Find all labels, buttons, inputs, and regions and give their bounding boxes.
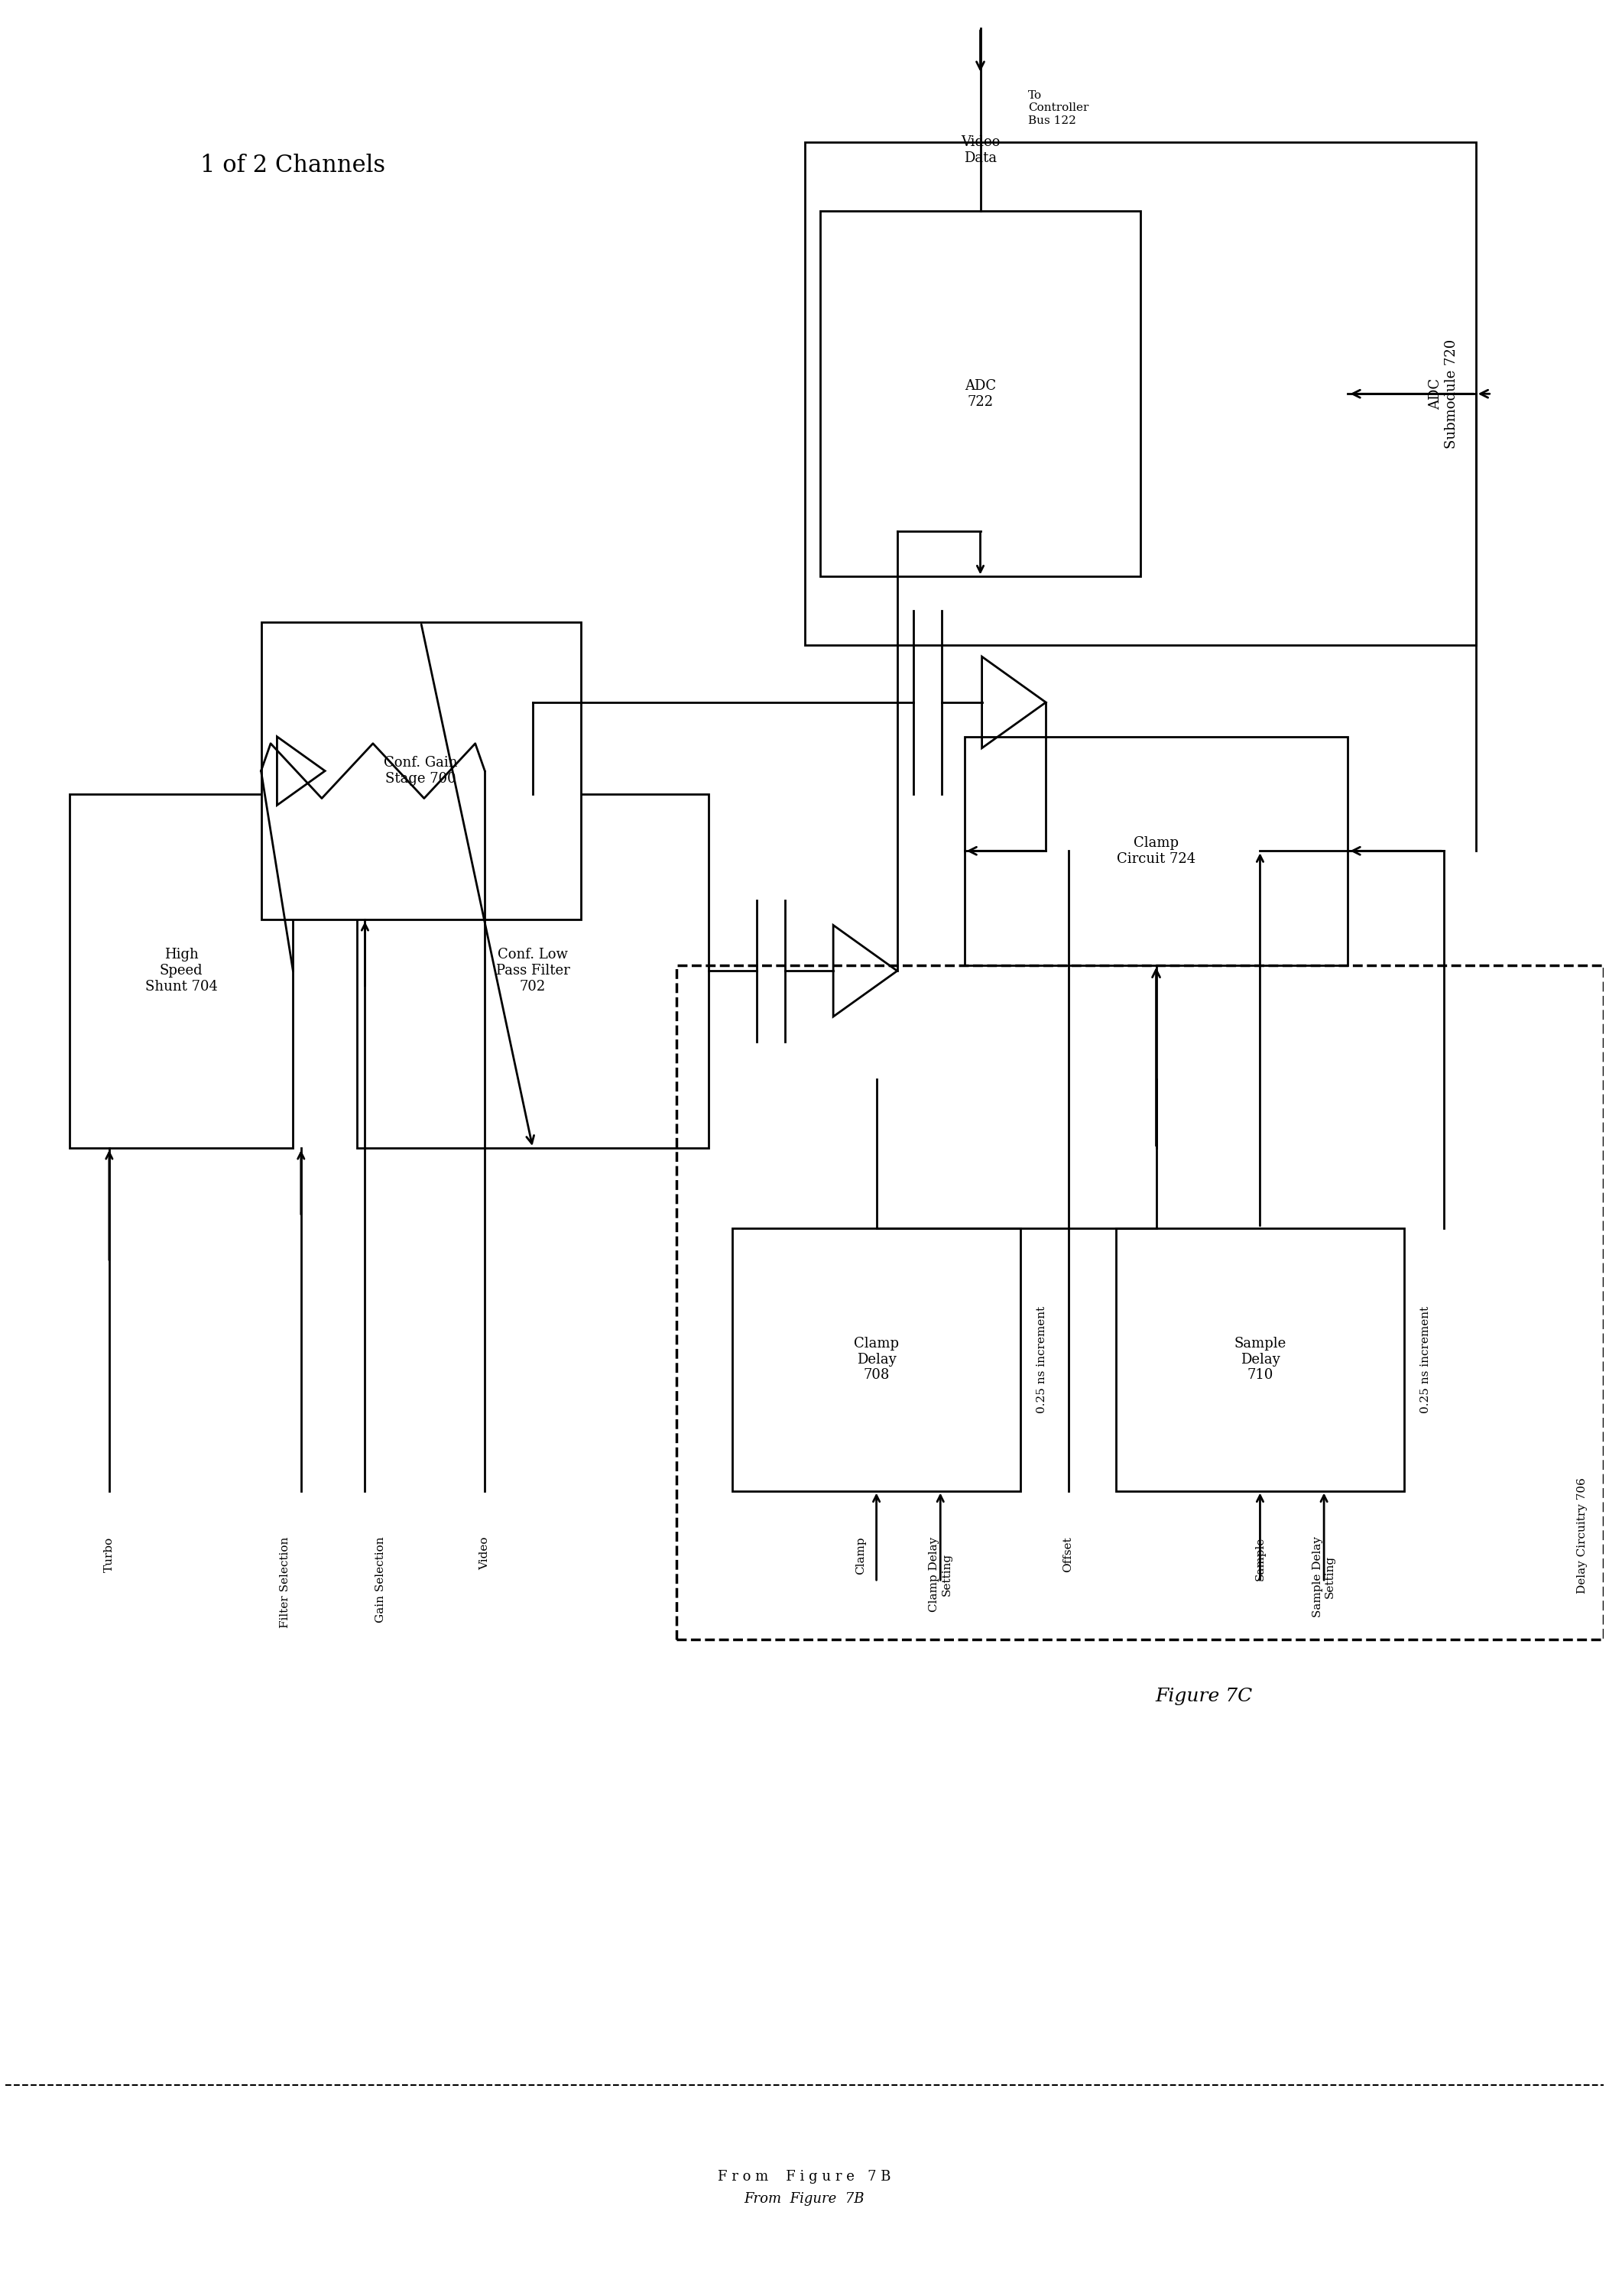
Text: 0.25 ns increment: 0.25 ns increment <box>1419 1306 1430 1412</box>
Text: From  Figure  7B: From Figure 7B <box>745 2193 864 2206</box>
FancyBboxPatch shape <box>1117 1228 1405 1490</box>
FancyBboxPatch shape <box>821 211 1141 576</box>
Text: ADC
Submodule 720: ADC Submodule 720 <box>1429 340 1459 448</box>
Text: Conf. Gain
Stage 700: Conf. Gain Stage 700 <box>385 755 459 785</box>
Text: Video
Data: Video Data <box>961 135 999 165</box>
Text: 0.25 ns increment: 0.25 ns increment <box>1036 1306 1047 1412</box>
FancyBboxPatch shape <box>261 622 581 918</box>
Text: Offset: Offset <box>1064 1536 1073 1573</box>
Text: Sample: Sample <box>1255 1536 1265 1580</box>
Text: Clamp Delay
Setting: Clamp Delay Setting <box>928 1536 953 1612</box>
Text: Clamp
Delay
708: Clamp Delay 708 <box>854 1336 899 1382</box>
FancyBboxPatch shape <box>69 794 293 1148</box>
Text: Clamp: Clamp <box>854 1536 866 1575</box>
FancyBboxPatch shape <box>357 794 708 1148</box>
Text: Video: Video <box>479 1536 491 1570</box>
Text: Gain Selection: Gain Selection <box>375 1536 386 1623</box>
FancyBboxPatch shape <box>732 1228 1020 1490</box>
Text: Filter Selection: Filter Selection <box>280 1536 290 1628</box>
Text: High
Speed
Shunt 704: High Speed Shunt 704 <box>145 948 217 994</box>
FancyBboxPatch shape <box>964 737 1348 964</box>
Text: Conf. Low
Pass Filter
702: Conf. Low Pass Filter 702 <box>496 948 570 994</box>
Text: ADC
722: ADC 722 <box>965 379 996 409</box>
Text: Clamp
Circuit 724: Clamp Circuit 724 <box>1117 836 1195 866</box>
Text: Turbo: Turbo <box>105 1536 114 1573</box>
Text: 1 of 2 Channels: 1 of 2 Channels <box>201 154 386 177</box>
Text: F r o m    F i g u r e   7 B: F r o m F i g u r e 7 B <box>718 2170 891 2183</box>
Text: To
Controller
Bus 122: To Controller Bus 122 <box>1028 90 1089 126</box>
Text: Sample Delay
Setting: Sample Delay Setting <box>1313 1536 1335 1619</box>
Text: Figure 7C: Figure 7C <box>1155 1688 1253 1706</box>
FancyBboxPatch shape <box>804 142 1475 645</box>
Text: Sample
Delay
710: Sample Delay 710 <box>1234 1336 1286 1382</box>
Text: Delay Circuitry 706: Delay Circuitry 706 <box>1577 1479 1588 1593</box>
